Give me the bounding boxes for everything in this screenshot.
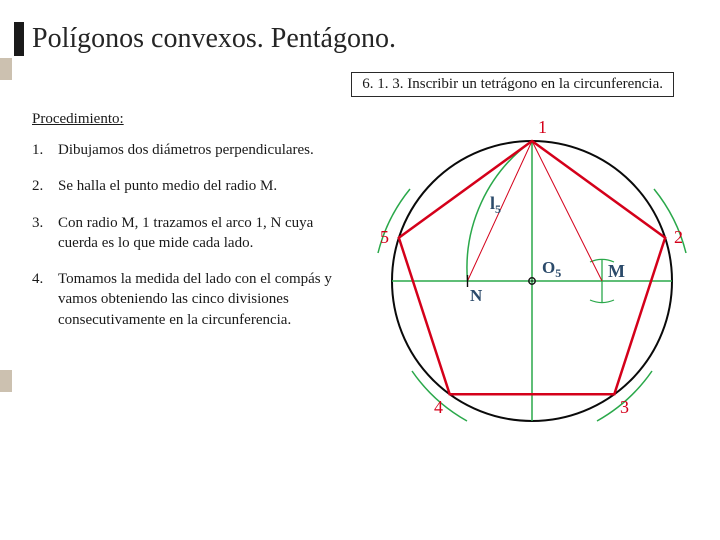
step-item: Con radio M, 1 trazamos el arco 1, N cuy…	[32, 213, 348, 254]
vertex-label-3: 3	[620, 397, 629, 417]
subtitle-box: 6. 1. 3. Inscribir un tetrágono en la ci…	[351, 72, 674, 97]
vertex-label-2: 2	[674, 227, 683, 247]
side-tab-decor	[0, 370, 12, 392]
label-N: N	[470, 286, 483, 305]
vertex-label-5: 5	[380, 227, 389, 247]
procedure-label: Procedimiento:	[32, 111, 348, 128]
label-M: M	[608, 261, 625, 281]
step-item: Dibujamos dos diámetros perpendiculares.	[32, 140, 348, 160]
procedure-column: Procedimiento: Dibujamos dos diámetros p…	[32, 111, 362, 456]
step-item: Tomamos la medida del lado con el compás…	[32, 269, 348, 330]
subtitle-text: 6. 1. 3. Inscribir un tetrágono en la ci…	[362, 76, 663, 92]
title-accent-bar	[14, 22, 24, 56]
page-title: Polígonos convexos. Pentágono.	[32, 23, 396, 55]
vertex-label-4: 4	[434, 397, 443, 417]
pentagon-construction-figure: 1 2 3 4 5 M N O5 l5	[362, 111, 702, 451]
side-tab-decor	[0, 58, 12, 80]
label-l5: l5	[490, 193, 501, 216]
figure-column: 1 2 3 4 5 M N O5 l5	[362, 111, 704, 456]
label-O: O5	[542, 258, 561, 280]
step-item: Se halla el punto medio del radio M.	[32, 176, 348, 196]
center-dot	[531, 280, 533, 282]
procedure-steps: Dibujamos dos diámetros perpendiculares.…	[32, 140, 348, 330]
vertex-label-1: 1	[538, 117, 547, 137]
